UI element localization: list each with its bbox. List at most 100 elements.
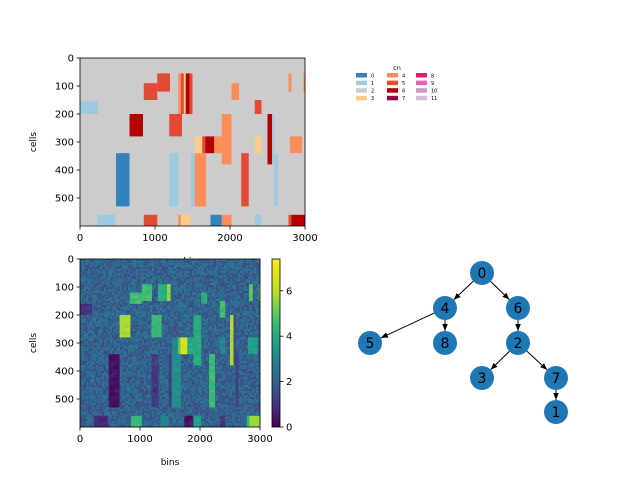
raw-noise-cell <box>192 359 195 362</box>
raw-noise-cell <box>136 281 139 284</box>
raw-noise-cell <box>198 259 201 262</box>
raw-noise-cell <box>242 359 245 362</box>
raw-noise-cell <box>110 263 113 266</box>
raw-noise-cell <box>188 267 191 270</box>
raw-noise-cell <box>200 365 203 368</box>
raw-noise-cell <box>132 327 135 330</box>
raw-noise-cell <box>118 273 121 276</box>
raw-noise-cell <box>254 277 257 280</box>
raw-noise-cell <box>94 321 97 324</box>
raw-noise-cell <box>258 339 261 342</box>
raw-noise-cell <box>156 303 159 306</box>
raw-noise-cell <box>108 301 111 304</box>
raw-noise-cell <box>232 307 235 310</box>
raw-noise-cell <box>92 349 95 352</box>
raw-noise-cell <box>88 301 91 304</box>
raw-noise-cell <box>210 317 213 320</box>
raw-noise-cell <box>108 267 111 270</box>
raw-noise-cell <box>142 331 145 334</box>
raw-noise-cell <box>214 287 217 290</box>
raw-noise-cell <box>236 283 239 286</box>
raw-noise-cell <box>170 291 173 294</box>
raw-noise-cell <box>134 365 137 368</box>
raw-noise-cell <box>148 333 151 336</box>
raw-noise-cell <box>178 321 181 324</box>
raw-noise-cell <box>82 287 85 290</box>
raw-noise-cell <box>258 277 261 280</box>
raw-noise-cell <box>226 309 229 312</box>
raw-noise-cell <box>90 331 93 334</box>
raw-noise-cell <box>178 261 181 264</box>
raw-noise-cell <box>112 289 115 292</box>
raw-noise-cell <box>106 289 109 292</box>
raw-noise-cell <box>180 329 183 332</box>
raw-noise-cell <box>126 313 129 316</box>
raw-noise-cell <box>154 265 157 268</box>
raw-noise-cell <box>156 291 159 294</box>
raw-noise-cell <box>202 319 205 322</box>
raw-noise-cell <box>244 343 247 346</box>
raw-noise-cell <box>116 327 119 330</box>
raw-noise-cell <box>224 333 227 336</box>
raw-noise-cell <box>132 359 135 362</box>
raw-noise-cell <box>174 325 177 328</box>
raw-noise-cell <box>102 361 105 364</box>
raw-noise-cell <box>94 333 97 336</box>
raw-noise-cell <box>96 259 99 262</box>
raw-noise-cell <box>196 291 199 294</box>
raw-noise-cell <box>208 261 211 264</box>
raw-noise-cell <box>98 299 101 302</box>
raw-noise-cell <box>194 295 197 298</box>
raw-noise-cell <box>80 351 83 354</box>
raw-noise-cell <box>146 261 149 264</box>
raw-noise-cell <box>88 263 91 266</box>
raw-noise-cell <box>240 319 243 322</box>
raw-noise-cell <box>80 359 83 362</box>
raw-noise-cell <box>100 269 103 272</box>
copy-number-segment <box>272 114 275 165</box>
raw-noise-cell <box>248 293 251 296</box>
raw-noise-cell <box>170 335 173 338</box>
raw-noise-cell <box>174 315 177 318</box>
raw-noise-cell <box>156 273 159 276</box>
raw-noise-cell <box>126 305 129 308</box>
raw-noise-cell <box>212 277 215 280</box>
raw-noise-cell <box>138 345 141 348</box>
raw-noise-cell <box>246 313 249 316</box>
raw-noise-cell <box>144 325 147 328</box>
raw-noise-cell <box>178 313 181 316</box>
raw-noise-cell <box>180 321 183 324</box>
raw-noise-cell <box>220 293 223 296</box>
raw-noise-cell <box>114 265 117 268</box>
raw-noise-cell <box>246 259 249 262</box>
raw-noise-cell <box>120 363 123 366</box>
raw-noise-cell <box>116 319 119 322</box>
raw-noise-cell <box>198 285 201 288</box>
raw-noise-cell <box>80 333 83 336</box>
raw-noise-cell <box>238 305 241 308</box>
raw-noise-cell <box>116 285 119 288</box>
raw-noise-cell <box>166 357 169 360</box>
raw-noise-cell <box>128 303 131 306</box>
raw-noise-cell <box>216 359 219 362</box>
raw-noise-cell <box>240 317 243 320</box>
raw-noise-cell <box>214 349 217 352</box>
raw-noise-cell <box>132 337 135 340</box>
raw-noise-cell <box>100 259 103 262</box>
raw-noise-cell <box>236 271 239 274</box>
raw-noise-cell <box>184 285 187 288</box>
raw-noise-cell <box>242 275 245 278</box>
raw-noise-cell <box>134 305 137 308</box>
raw-noise-cell <box>216 353 219 356</box>
raw-noise-cell <box>218 363 221 366</box>
raw-noise-cell <box>218 365 221 368</box>
raw-noise-cell <box>174 289 177 292</box>
raw-noise-cell <box>212 289 215 292</box>
raw-noise-cell <box>202 323 205 326</box>
raw-noise-cell <box>160 353 163 356</box>
raw-noise-cell <box>228 267 231 270</box>
raw-noise-cell <box>132 307 135 310</box>
raw-noise-cell <box>96 317 99 320</box>
raw-noise-cell <box>218 317 221 320</box>
raw-noise-cell <box>132 291 135 294</box>
